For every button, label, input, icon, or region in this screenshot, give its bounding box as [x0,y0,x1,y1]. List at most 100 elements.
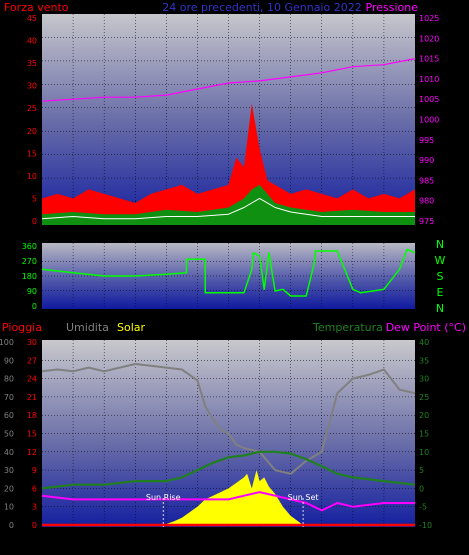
rain-tick-label: 6 [32,484,37,493]
humidity-series [41,363,416,475]
x-tick-label: 06 [130,229,140,238]
direction-tick-labels: 0 90 180 270 360 [22,242,37,311]
rain-tick-label: 12 [27,448,37,457]
compass-label: N [436,302,444,315]
panel2-series [41,248,416,297]
humidity-tick-label: 40 [4,448,14,457]
pressure-tick-label: 995 [419,136,434,145]
pressure-tick-label: 1010 [419,75,439,84]
rain-tick-label: 27 [27,356,37,365]
wind-tick-label: 30 [27,82,37,91]
x-tick-label: 00 [410,539,420,548]
wind-tick-label: 35 [27,59,37,68]
wind-tick-label: 0 [32,217,37,226]
x-tick-label: 22 [379,229,389,238]
compass-label: W [435,254,446,267]
rain-tick-label: 24 [27,375,37,384]
temperature-tick-label: -5 [419,503,427,512]
humidity-tick-label: 90 [4,356,14,365]
x-tick-label: 22 [379,539,389,548]
wind-direction-series [41,248,416,297]
sun-annotations: Sun Rise Sun Set [146,493,319,527]
x-tick-label: 14 [254,539,264,548]
temperature-tick-label: 20 [419,411,429,420]
rain-axis-label: Pioggia [2,321,42,334]
pressure-tick-label: 990 [419,156,434,165]
pressure-tick-labels: 975 980 985 990 995 1000 1005 1010 1015 1020 1025 [419,14,439,226]
rain-tick-label: 15 [27,430,37,439]
x-tick-label: 10 [192,229,202,238]
wind-tick-label: 45 [27,14,37,23]
temperature-tick-label: 35 [419,356,429,365]
humidity-axis-label: Umidita [66,321,109,334]
pressure-tick-label: 985 [419,176,434,185]
dewpoint-series [41,491,415,512]
pressure-tick-label: 1020 [419,34,439,43]
pressure-tick-label: 1005 [419,95,439,104]
humidity-tick-labels: 0 10 20 30 40 50 60 70 80 90 100 [0,338,14,530]
humidity-tick-label: 50 [4,430,14,439]
x-tick-label: 20 [348,229,358,238]
pressure-tick-label: 1000 [419,116,439,125]
x-tick-label: 20 [348,539,358,548]
humidity-tick-label: 70 [4,393,14,402]
sunset-label: Sun Set [288,493,319,502]
wind-tick-labels: 0 5 10 15 20 25 30 35 40 45 [27,14,37,226]
direction-tick-label: 90 [27,287,37,296]
wind-tick-label: 20 [27,127,37,136]
x-tick-label: 04 [99,229,109,238]
humidity-tick-label: 0 [9,521,14,530]
temperature-axis-label: Temperatura [312,321,383,334]
temperature-tick-label: 5 [419,466,424,475]
compass-label: E [437,286,444,299]
wind-gust-series [42,103,415,225]
temperature-tick-label: 10 [419,448,429,457]
humidity-tick-label: 30 [4,466,14,475]
x-tick-label: 00 [410,229,420,238]
rain-tick-labels: 0 3 6 9 12 15 18 21 24 27 30 [27,338,37,530]
wind-tick-label: 5 [32,194,37,203]
rain-tick-label: 21 [27,393,37,402]
pressure-tick-label: 975 [419,217,434,226]
x-tick-label: 16 [286,539,296,548]
rain-tick-label: 9 [32,466,37,475]
x-tick-label: 14 [254,229,264,238]
temperature-tick-labels: -10 -5 0 5 10 15 20 25 30 35 40 [419,338,432,530]
x-tick-label: 12 [223,229,233,238]
compass-label: N [436,238,444,251]
compass-label: S [437,270,444,283]
direction-tick-label: 270 [22,257,37,266]
x-tick-label: 08 [161,539,171,548]
x-tick-label: 12 [223,539,233,548]
sunrise-label: Sun Rise [146,493,181,502]
direction-tick-label: 180 [22,272,37,281]
x-tick-label: 04 [99,539,109,548]
rain-tick-label: 3 [32,503,37,512]
wind-axis-label: Forza vento [4,1,69,14]
humidity-tick-label: 20 [4,484,14,493]
panel1-x-tick-labels: 02 04 06 08 10 12 14 16 18 20 22 00 [68,229,420,238]
temperature-tick-label: -10 [419,521,432,530]
humidity-tick-label: 10 [4,503,14,512]
x-tick-label: 06 [130,539,140,548]
wind-avg-series [42,184,415,225]
pressure-tick-label: 1025 [419,14,439,23]
wind-tick-label: 15 [27,149,37,158]
humidity-tick-label: 60 [4,411,14,420]
pressure-tick-label: 980 [419,197,434,206]
temperature-series [41,450,416,490]
temperature-tick-label: 40 [419,338,429,347]
x-tick-label: 02 [68,539,78,548]
temperature-tick-label: 30 [419,375,429,384]
wind-tick-label: 25 [27,104,37,113]
temperature-tick-label: 15 [419,430,429,439]
wind-tick-label: 40 [27,37,37,46]
panel3-series [41,363,416,527]
wind-min-series [41,197,415,220]
rain-tick-label: 18 [27,411,37,420]
solar-axis-label: Solar [117,321,146,334]
rain-tick-label: 30 [27,338,37,347]
